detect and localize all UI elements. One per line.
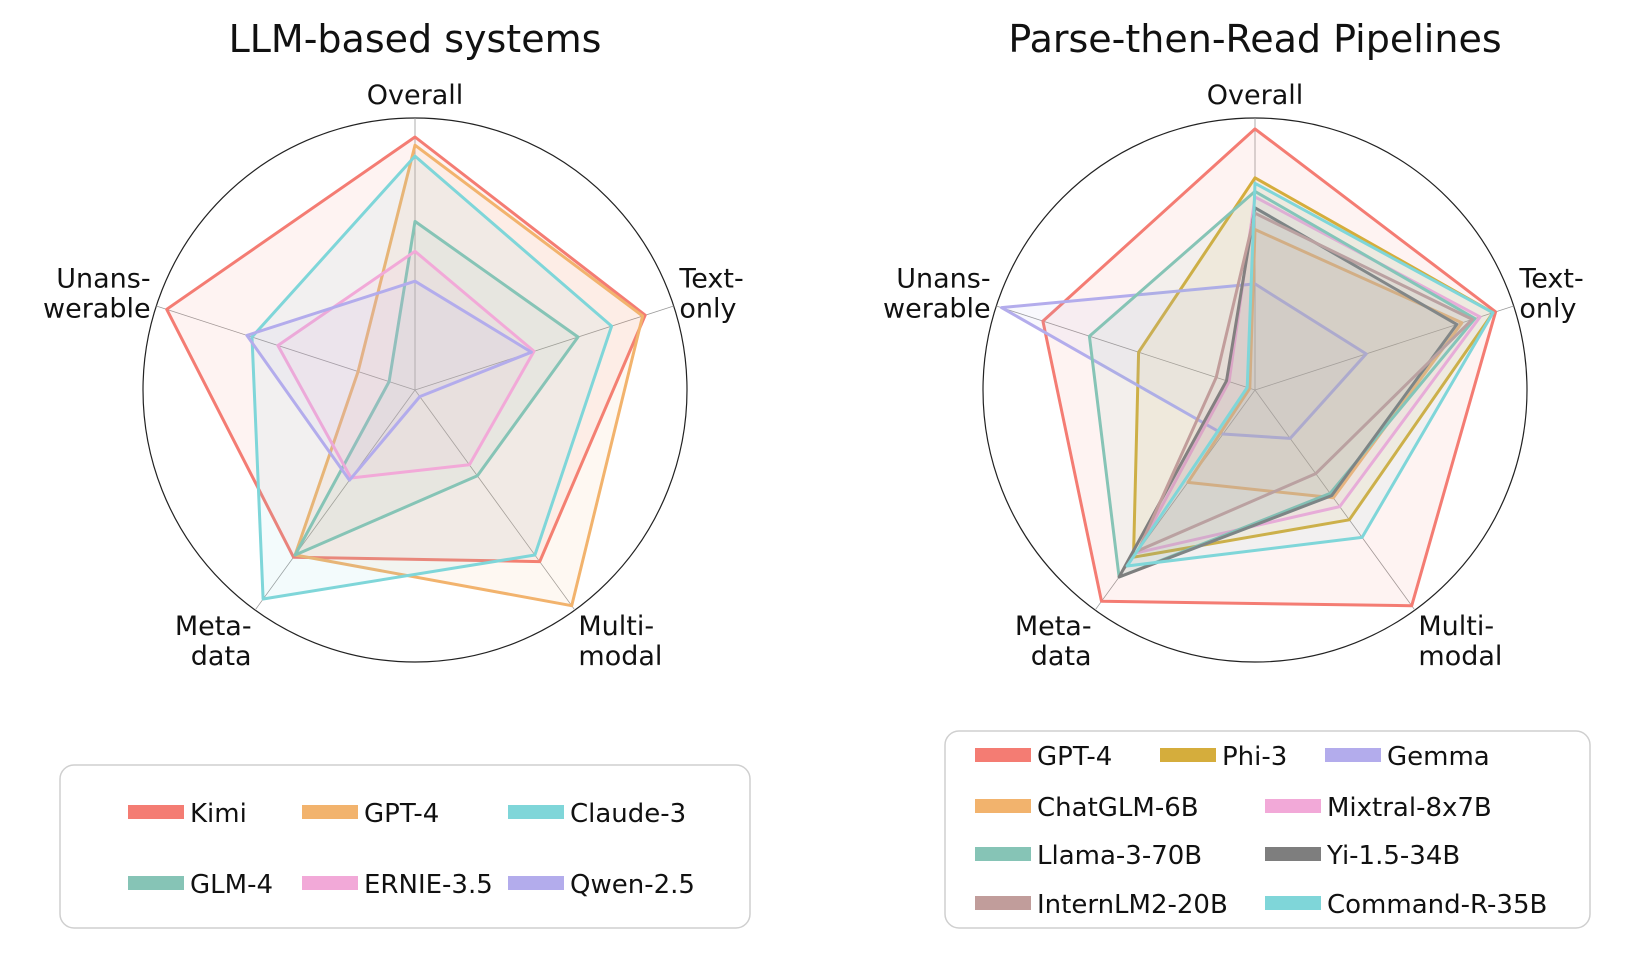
legend-item-phi-3: Phi-3 [1160, 742, 1287, 772]
legend-item-mixtral-8x7b: Mixtral-8x7B [1265, 793, 1492, 823]
chart-title: Parse-then-Read Pipelines [1008, 17, 1501, 61]
series-gpt-4 [1041, 127, 1498, 608]
legend-label: Claude-3 [570, 799, 686, 829]
spoke-multi-modal [1254, 389, 1416, 611]
axis-label-unanswerable: Unans-werable [43, 263, 151, 324]
legend-label: Yi-1.5-34B [1326, 841, 1460, 871]
axis-label-meta-data: Meta-data [175, 611, 252, 672]
legend-label: InternLM2-20B [1037, 890, 1228, 920]
series-claude-3 [250, 154, 614, 601]
legend-swatch [128, 805, 184, 819]
legend-frame [59, 764, 751, 929]
series-ernie-3-5 [276, 249, 536, 480]
legend-label: Llama-3-70B [1037, 841, 1202, 871]
legend-swatch [128, 876, 184, 890]
axis-label-text-only: Text-only [1518, 263, 1583, 324]
axis-label-multi-modal: Multi-modal [1418, 611, 1502, 672]
legend-swatch [1160, 748, 1216, 762]
series-qwen-2-5 [245, 279, 533, 482]
chart-title: LLM-based systems [229, 17, 602, 61]
series-glm-4 [293, 219, 580, 557]
series-layer [1000, 127, 1498, 608]
axis-label-text-only: Text-only [678, 263, 743, 324]
legend-item-glm-4: GLM-4 [128, 870, 273, 900]
legend-item-command-r-35b: Command-R-35B [1265, 890, 1547, 920]
legend-label: GLM-4 [190, 870, 273, 900]
series-yi-1-5-34b [1117, 206, 1459, 579]
legend-swatch [975, 847, 1031, 861]
series-gemma [1000, 282, 1368, 440]
spoke-unanswerable [996, 305, 1256, 391]
legend-swatch [1265, 896, 1321, 910]
legend-label: GPT-4 [364, 799, 439, 829]
legend-swatch [1325, 748, 1381, 762]
axis-labels: Overall Text-only Multi-modal Meta-data Unan… [883, 80, 1584, 672]
legend-parse-then-read: GPT-4 Phi-3 Gemma ChatGLM-6B Mixtral-8x7B Lla… [944, 730, 1591, 929]
legend-item-chatglm-6b: ChatGLM-6B [975, 793, 1199, 823]
radar-spokes [156, 118, 674, 611]
radar-spokes [996, 118, 1514, 611]
axis-labels: Overall Text-only Multi-modal Meta-data Unan… [43, 80, 744, 672]
legend-swatch [975, 799, 1031, 813]
legend-swatch [508, 805, 564, 819]
legend-llm-systems: Kimi GPT-4 Claude-3 GLM-4 ERNIE-3.5 Qwen-2.5 [59, 764, 751, 929]
legend-label: Qwen-2.5 [570, 870, 695, 900]
radar-chart-parse-then-read: Parse-then-Read Pipelines Overall Text-on… [883, 17, 1584, 672]
legend-item-llama-3-70b: Llama-3-70B [975, 841, 1202, 871]
legend-swatch [975, 896, 1031, 910]
legend-item-internlm2-20b: InternLM2-20B [975, 890, 1228, 920]
legend-swatch [302, 805, 358, 819]
legend-item-gpt-4: GPT-4 [302, 799, 439, 829]
series-command-r-35b [1125, 181, 1495, 568]
legend-item-yi-1-5-34b: Yi-1.5-34B [1265, 841, 1460, 871]
axis-label-multi-modal: Multi-modal [578, 611, 662, 672]
axis-label-unanswerable: Unans-werable [883, 263, 991, 324]
legend-label: ChatGLM-6B [1037, 793, 1199, 823]
legend-swatch [975, 748, 1031, 762]
legend-label: Mixtral-8x7B [1327, 793, 1492, 823]
spoke-multi-modal [414, 389, 576, 611]
radar-chart-llm-systems: LLM-based systems Overall Text-only Multi-… [43, 17, 744, 672]
legend-swatch [1265, 799, 1321, 813]
legend-item-claude-3: Claude-3 [508, 799, 686, 829]
spoke-text-only [414, 305, 674, 391]
legend-label: Kimi [190, 799, 247, 829]
legend-swatch [302, 876, 358, 890]
axis-label-meta-data: Meta-data [1015, 611, 1092, 672]
spoke-unanswerable [156, 305, 416, 391]
legend-item-qwen-2-5: Qwen-2.5 [508, 870, 695, 900]
legend-item-gemma: Gemma [1325, 742, 1490, 772]
series-internlm2-20b [1136, 211, 1474, 553]
axis-label-overall: Overall [367, 80, 464, 111]
legend-item-ernie-3-5: ERNIE-3.5 [302, 870, 493, 900]
legend-label: Gemma [1387, 742, 1490, 772]
legend-swatch [508, 876, 564, 890]
legend-label: Phi-3 [1222, 742, 1287, 772]
legend-label: ERNIE-3.5 [364, 870, 493, 900]
spoke-meta-data [254, 389, 416, 611]
legend-label: GPT-4 [1037, 742, 1112, 772]
legend-label: Command-R-35B [1327, 890, 1547, 920]
axis-label-overall: Overall [1207, 80, 1304, 111]
legend-swatch [1265, 847, 1321, 861]
series-kimi [165, 135, 647, 564]
legend-items: GPT-4 Phi-3 Gemma ChatGLM-6B Mixtral-8x7B Lla… [975, 742, 1547, 920]
series-layer [165, 135, 647, 608]
legend-items: Kimi GPT-4 Claude-3 GLM-4 ERNIE-3.5 Qwen-2.5 [128, 799, 695, 900]
legend-item-kimi: Kimi [128, 799, 247, 829]
legend-item-gpt-4: GPT-4 [975, 742, 1112, 772]
legend-frame [944, 730, 1591, 929]
